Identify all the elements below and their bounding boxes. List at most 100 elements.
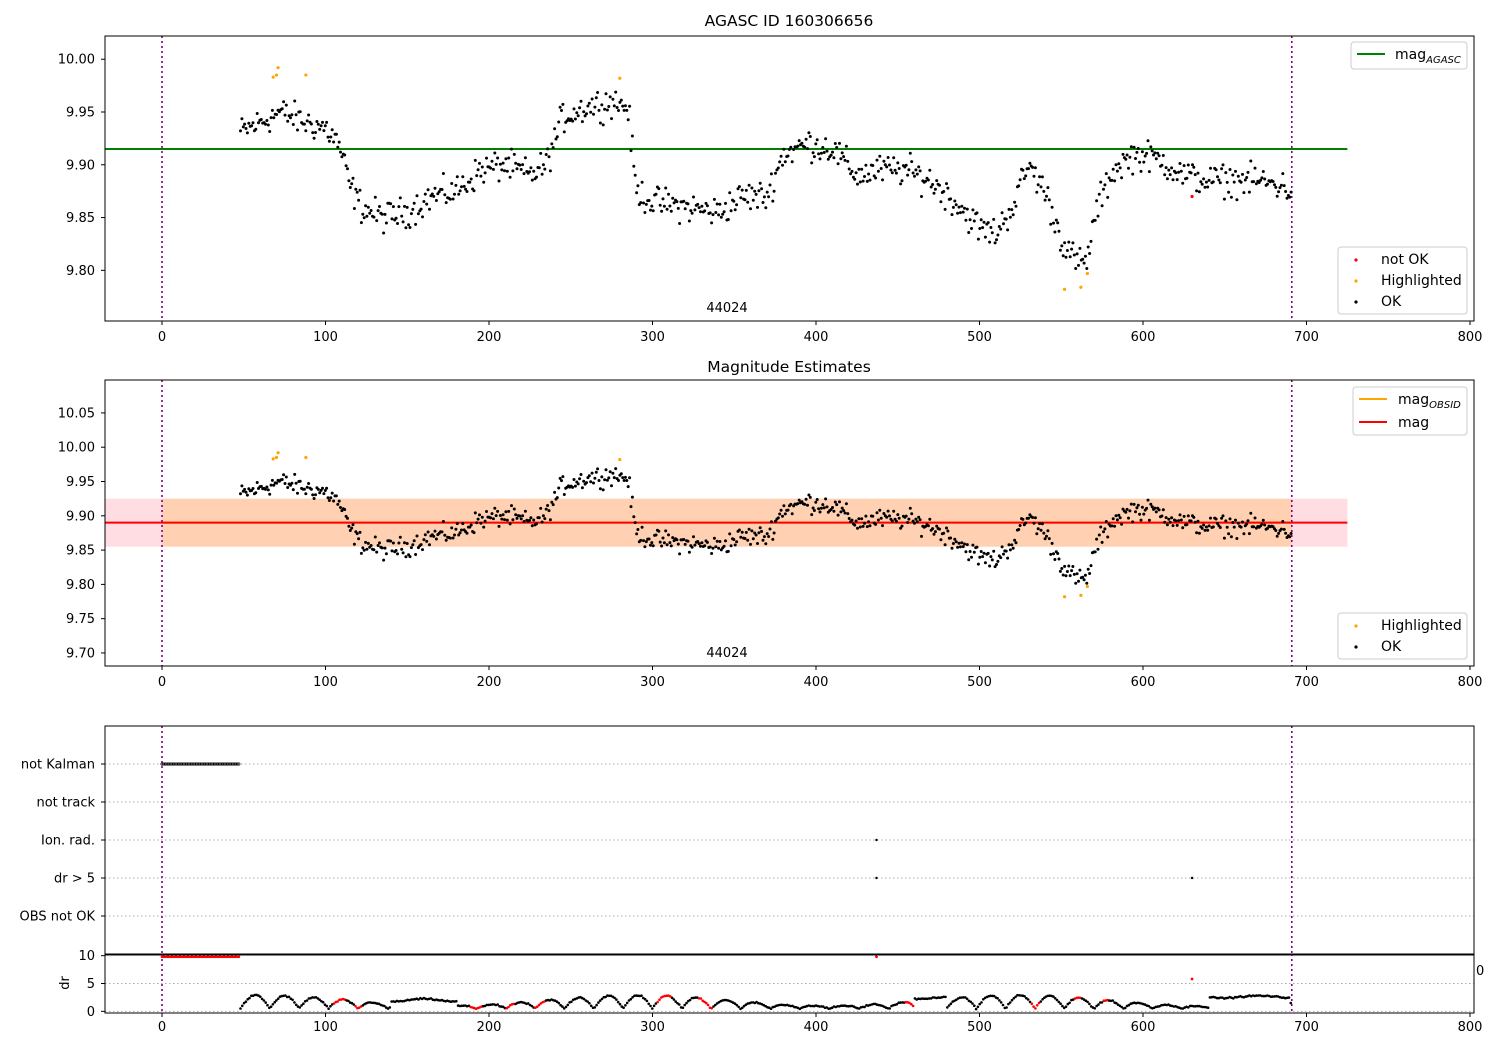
ok-point xyxy=(675,200,679,204)
ok-point xyxy=(1049,552,1053,556)
dr-point xyxy=(559,1003,562,1007)
ok-point xyxy=(416,212,420,216)
ok-point xyxy=(1074,267,1078,270)
ok-point xyxy=(751,198,755,202)
ok-point xyxy=(672,201,676,205)
ok-point xyxy=(1134,157,1137,160)
ok-point xyxy=(326,496,330,500)
ok-point xyxy=(321,120,324,124)
ok-point xyxy=(422,538,426,542)
ok-point xyxy=(1102,530,1105,534)
ok-point xyxy=(783,512,787,516)
ok-point xyxy=(657,187,661,191)
ok-point xyxy=(1221,514,1225,518)
ok-point xyxy=(589,110,593,114)
ok-point xyxy=(357,198,361,202)
ok-point xyxy=(543,167,547,171)
dr-point xyxy=(557,1001,561,1005)
ok-point xyxy=(329,496,333,500)
ok-point xyxy=(647,537,651,541)
dr-point xyxy=(294,1003,298,1007)
ok-point xyxy=(764,206,768,210)
ok-point xyxy=(714,545,718,549)
ok-point xyxy=(661,197,665,201)
dr-point xyxy=(683,1003,686,1007)
ok-point xyxy=(667,533,670,537)
dr-point xyxy=(733,1002,737,1005)
ok-point xyxy=(1008,548,1012,552)
highlighted-point xyxy=(304,73,308,77)
highlighted-point xyxy=(276,451,280,455)
ok-point xyxy=(758,526,762,530)
ok-point xyxy=(322,492,326,496)
panel-2-lower-legend: Highlighted OK xyxy=(1337,612,1468,660)
ok-point xyxy=(628,476,632,480)
ok-point xyxy=(347,179,351,183)
ok-point xyxy=(1206,528,1210,532)
ok-point xyxy=(718,202,722,206)
ok-point xyxy=(854,519,858,523)
dr-point xyxy=(1007,1002,1010,1006)
ok-point xyxy=(355,190,359,194)
ok-point xyxy=(1103,183,1107,187)
ok-point xyxy=(746,200,750,204)
ok-point xyxy=(1236,521,1240,525)
ok-point xyxy=(1167,168,1171,172)
dr-point xyxy=(248,996,251,1000)
x-tick-label: 100 xyxy=(313,330,338,345)
ok-point xyxy=(304,492,308,496)
ok-point xyxy=(573,484,577,488)
ok-point xyxy=(280,107,284,111)
ok-point xyxy=(579,473,583,476)
ok-point xyxy=(726,218,730,221)
ok-point xyxy=(990,558,994,562)
ok-point xyxy=(1075,572,1079,576)
ok-point xyxy=(1097,533,1101,537)
ok-point xyxy=(1071,565,1075,568)
ok-point xyxy=(423,533,427,537)
ok-point xyxy=(485,156,488,160)
ok-point xyxy=(686,202,690,206)
ok-point xyxy=(1242,191,1246,195)
ok-point xyxy=(654,192,658,196)
ok-point xyxy=(478,161,481,165)
ok-point xyxy=(443,193,447,197)
ok-point xyxy=(1156,151,1160,155)
ok-point xyxy=(689,209,693,213)
ok-point xyxy=(614,467,618,471)
ok-point xyxy=(382,558,386,562)
ok-point xyxy=(453,192,456,196)
ok-point xyxy=(305,485,309,489)
ok-point xyxy=(982,220,986,224)
ok-point xyxy=(999,556,1003,560)
dr-point xyxy=(640,994,643,997)
ok-point xyxy=(669,209,673,213)
dr-point xyxy=(570,1000,573,1004)
panel-1-x-axis: 0 100 200 300 400 500 600 700 800 xyxy=(158,321,1482,345)
ok-point xyxy=(326,135,330,139)
ok-point xyxy=(270,478,274,482)
ok-point xyxy=(825,149,829,153)
ok-point xyxy=(1127,516,1130,520)
ok-point xyxy=(343,508,347,511)
ok-point xyxy=(835,146,839,149)
ok-point xyxy=(839,157,843,161)
ok-point xyxy=(1004,549,1008,553)
dr-point xyxy=(1115,1001,1118,1005)
dr-edge-label: 0 xyxy=(1476,964,1484,979)
ok-point xyxy=(906,173,910,177)
ok-point xyxy=(876,169,880,173)
ok-point xyxy=(585,112,588,116)
ok-point xyxy=(414,222,418,226)
x-tick-label: 400 xyxy=(804,330,829,345)
dr-point xyxy=(496,1003,500,1006)
ok-point xyxy=(587,474,591,478)
ok-point xyxy=(1200,182,1204,186)
ok-point xyxy=(394,549,398,552)
ok-point xyxy=(894,171,898,175)
ok-point xyxy=(532,169,536,173)
ok-point xyxy=(282,100,286,104)
ok-point xyxy=(626,118,630,122)
magnitude-estimates-panel: Magnitude Estimates 0 100 200 300 400 500 600 7… xyxy=(58,358,1483,690)
not-kalman-point xyxy=(225,762,229,766)
